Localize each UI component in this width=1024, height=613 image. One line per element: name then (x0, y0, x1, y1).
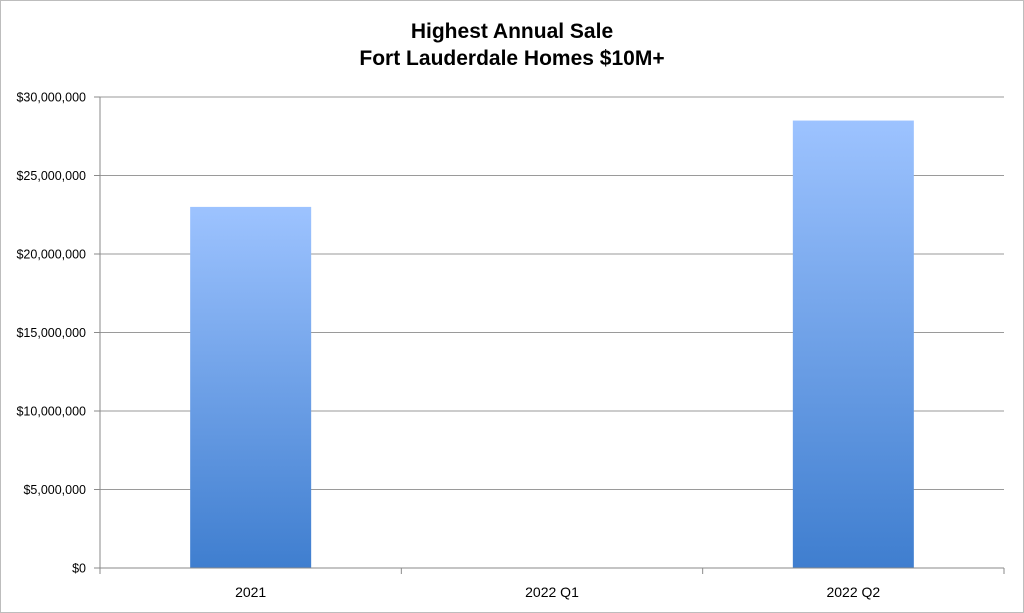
y-tick-label: $15,000,000 (16, 326, 86, 340)
y-tick-labels: $0 $5,000,000 $10,000,000 $15,000,000 $20,00… (16, 91, 86, 576)
x-tick-label: 2021 (235, 584, 266, 600)
bar-2022-q2 (792, 120, 914, 569)
y-tick-label: $0 (72, 562, 86, 576)
y-tick-label: $25,000,000 (16, 169, 86, 183)
chart-title-block: Highest Annual Sale Fort Lauderdale Home… (0, 18, 1024, 72)
x-tick-label: 2022 Q1 (525, 584, 579, 600)
chart-subtitle: Fort Lauderdale Homes $10M+ (359, 47, 665, 70)
axes (99, 97, 1005, 574)
bars (190, 120, 914, 569)
y-tick-label: $5,000,000 (23, 483, 86, 497)
y-tick-label: $30,000,000 (16, 91, 86, 105)
y-tick-label: $20,000,000 (16, 248, 86, 262)
chart-title: Highest Annual Sale (410, 20, 614, 43)
x-tick-labels: 2021 2022 Q1 2022 Q2 (235, 584, 880, 600)
y-tick-label: $10,000,000 (16, 405, 86, 419)
x-tick-label: 2022 Q2 (826, 584, 880, 600)
bar-2021 (190, 206, 312, 568)
